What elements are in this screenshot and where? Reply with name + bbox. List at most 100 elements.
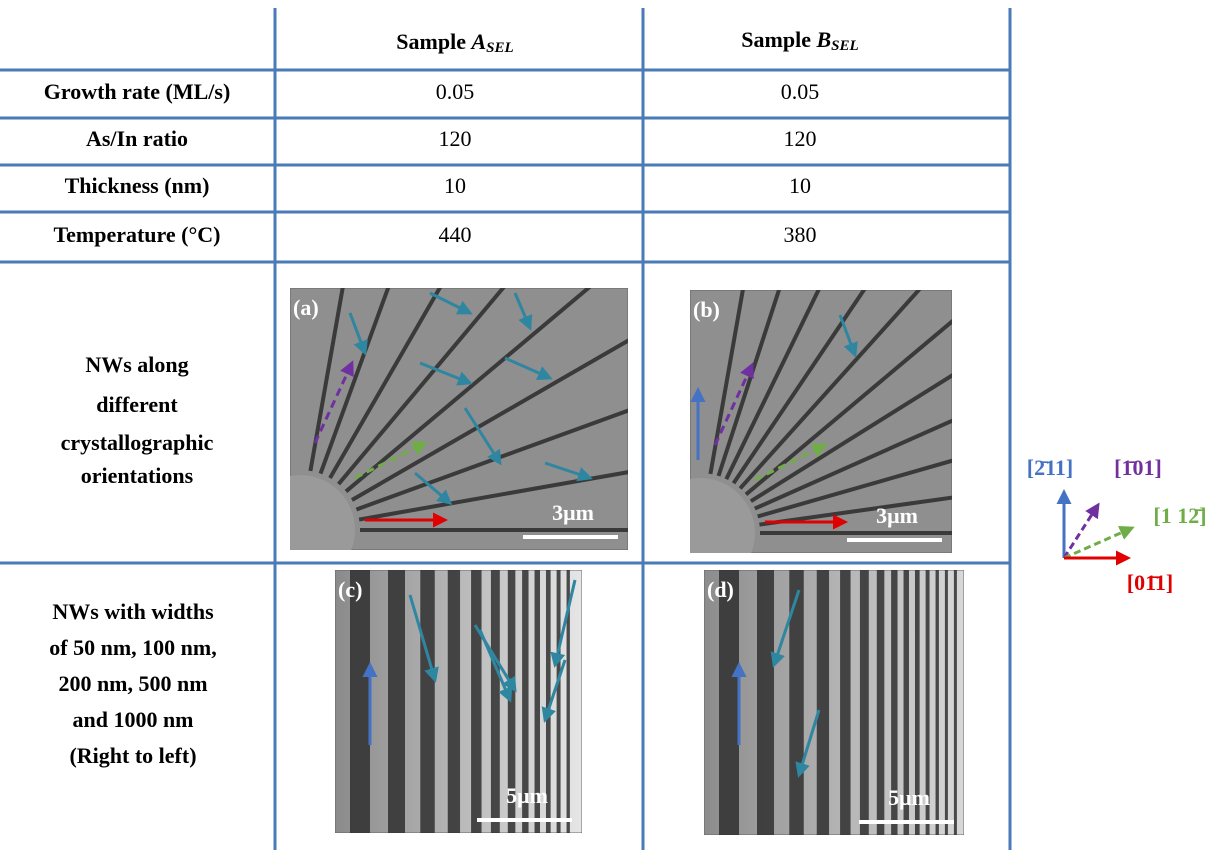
nanowire bbox=[566, 570, 570, 833]
nanowire bbox=[759, 495, 952, 527]
nanowire bbox=[522, 570, 529, 833]
nanowire bbox=[876, 570, 885, 835]
nanowire bbox=[719, 570, 739, 835]
row-label: different bbox=[96, 392, 178, 417]
nanowire bbox=[708, 290, 745, 475]
cell-value: 120 bbox=[784, 126, 817, 151]
arrow bbox=[550, 579, 577, 668]
arrow bbox=[544, 461, 593, 482]
panel-label: (a) bbox=[293, 295, 319, 320]
nanowire bbox=[337, 288, 506, 486]
row-header: As/In ratio bbox=[86, 126, 188, 151]
nanowire bbox=[355, 408, 628, 512]
row-header: Thickness (nm) bbox=[65, 173, 210, 198]
sem-image: (d) 5μm bbox=[704, 570, 964, 835]
row-label: (Right to left) bbox=[69, 743, 196, 768]
header-b: Sample BSEL bbox=[741, 27, 858, 54]
nanowire bbox=[534, 570, 540, 833]
scale-label: 5μm bbox=[888, 785, 930, 810]
arrow bbox=[478, 629, 513, 703]
sem-content bbox=[704, 570, 964, 835]
scale-label: 5μm bbox=[506, 783, 548, 808]
row-label: NWs along bbox=[85, 352, 188, 377]
sem-bg bbox=[704, 570, 964, 835]
nanowire bbox=[731, 290, 867, 485]
sem-image: (c) 5μm bbox=[335, 570, 582, 833]
cell-value: 0.05 bbox=[436, 79, 475, 104]
row-label: of 50 nm, 100 nm, bbox=[49, 635, 216, 660]
nanowire bbox=[816, 570, 830, 835]
sem-content bbox=[335, 570, 582, 833]
row-label: and 1000 nm bbox=[72, 707, 193, 732]
arrow bbox=[313, 360, 354, 444]
legend-blue: [2̄11] bbox=[1027, 455, 1073, 480]
nanowire bbox=[350, 570, 370, 833]
arrow bbox=[541, 659, 567, 723]
nanowire bbox=[318, 288, 391, 475]
row-header: Growth rate (ML/s) bbox=[44, 79, 231, 104]
nanowire bbox=[914, 570, 920, 835]
arrow bbox=[348, 312, 368, 356]
arrow bbox=[513, 292, 533, 331]
panel-label: (b) bbox=[693, 297, 720, 322]
nanowire bbox=[447, 570, 461, 833]
scale-label: 3μm bbox=[552, 500, 594, 525]
cell-value: 380 bbox=[784, 222, 817, 247]
panel-label: (d) bbox=[707, 577, 734, 602]
row-label: crystallographic bbox=[61, 430, 214, 455]
sem-content bbox=[690, 290, 952, 553]
nanowire bbox=[749, 373, 952, 503]
table-lines bbox=[0, 8, 1012, 850]
arrow bbox=[414, 471, 453, 505]
nanowire bbox=[753, 418, 952, 511]
arrow bbox=[770, 589, 801, 668]
cell-value: 120 bbox=[439, 126, 472, 151]
nanowire bbox=[388, 570, 405, 833]
sem-image: (a) 3μm bbox=[290, 288, 628, 550]
nanowire bbox=[903, 570, 909, 835]
sem-image: (b) 3μm bbox=[690, 290, 952, 553]
legend-green: [1 12̄] bbox=[1153, 503, 1206, 528]
nanowire bbox=[738, 290, 922, 490]
nanowire bbox=[859, 570, 869, 835]
arrow bbox=[754, 443, 828, 482]
legend-purple: [1̄01] bbox=[1114, 455, 1162, 480]
nanowire bbox=[744, 318, 952, 496]
arrow bbox=[713, 362, 754, 446]
arrow bbox=[463, 407, 502, 466]
nanowire bbox=[471, 570, 482, 833]
header-a: Sample ASEL bbox=[396, 29, 513, 56]
cell-value: 440 bbox=[439, 222, 472, 247]
nanowire bbox=[724, 290, 821, 480]
nanowire bbox=[757, 458, 952, 519]
nanowire bbox=[891, 570, 898, 835]
core bbox=[290, 475, 355, 550]
nanowire bbox=[420, 570, 435, 833]
nanowire bbox=[757, 570, 774, 835]
arrow bbox=[838, 314, 858, 358]
nanowire bbox=[350, 338, 628, 502]
nanowire bbox=[944, 570, 948, 835]
nanowire bbox=[953, 570, 957, 835]
row-header: Temperature (°C) bbox=[53, 222, 220, 247]
nanowire bbox=[308, 288, 345, 472]
cell-value: 10 bbox=[789, 173, 811, 198]
nanowire bbox=[358, 470, 628, 522]
arrow bbox=[429, 291, 473, 315]
nanowire bbox=[935, 570, 939, 835]
nanowire bbox=[344, 288, 592, 493]
row-label: orientations bbox=[81, 463, 194, 488]
scale-label: 3μm bbox=[876, 503, 918, 528]
nanowire bbox=[328, 288, 443, 480]
row-label: NWs with widths bbox=[52, 599, 214, 624]
arrow bbox=[504, 356, 553, 380]
nanowire bbox=[925, 570, 930, 835]
arrow bbox=[354, 441, 428, 480]
cell-value: 10 bbox=[444, 173, 466, 198]
core bbox=[690, 478, 755, 553]
legend: [2̄11] [1̄01] [1 12̄] [01̄1] bbox=[1027, 455, 1207, 595]
arrow bbox=[408, 594, 439, 683]
nanowire bbox=[490, 570, 500, 833]
arrow bbox=[795, 709, 821, 778]
